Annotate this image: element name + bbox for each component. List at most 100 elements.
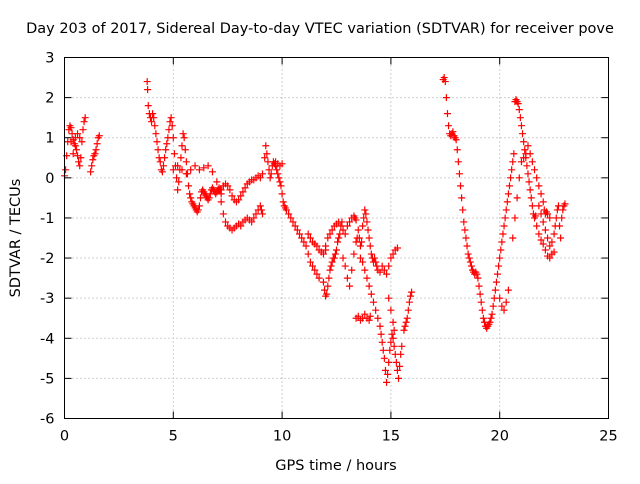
data-point: [185, 182, 193, 190]
data-point: [524, 142, 532, 150]
data-point: [537, 210, 545, 218]
x-tick-label: 0: [60, 429, 69, 445]
data-point: [550, 230, 558, 238]
data-point: [174, 162, 182, 170]
data-point: [508, 166, 516, 174]
data-point: [539, 198, 547, 206]
data-point: [248, 218, 256, 226]
data-point: [77, 154, 85, 162]
data-point: [149, 110, 157, 118]
data-point: [473, 270, 481, 278]
data-point: [477, 298, 485, 306]
data-point: [352, 216, 360, 224]
data-point: [376, 268, 384, 276]
data-point: [300, 238, 308, 246]
data-point: [440, 74, 448, 82]
data-point: [443, 110, 451, 118]
data-point: [333, 246, 340, 254]
data-point: [402, 318, 410, 326]
data-point: [285, 210, 293, 218]
data-point: [194, 206, 202, 214]
data-point: [395, 374, 403, 382]
data-point: [378, 262, 386, 270]
chart-title: Day 203 of 2017, Sidereal Day-to-day VTE…: [26, 21, 614, 37]
data-point: [361, 266, 369, 274]
y-tick-label: 3: [45, 51, 54, 67]
data-point: [389, 250, 397, 258]
y-tick-label: -3: [40, 291, 54, 307]
data-point: [475, 282, 483, 290]
data-point: [526, 186, 534, 194]
data-point: [535, 182, 543, 190]
data-point: [381, 366, 389, 374]
data-point: [527, 194, 535, 202]
data-point: [293, 226, 301, 234]
data-point: [535, 230, 543, 238]
data-point: [75, 158, 83, 166]
data-point: [265, 166, 273, 174]
data-point: [526, 150, 534, 158]
data-point: [328, 226, 336, 234]
data-point: [491, 286, 499, 294]
data-point: [256, 174, 264, 182]
data-point: [259, 170, 267, 178]
data-point: [186, 190, 194, 198]
data-point: [457, 182, 465, 190]
data-point: [304, 230, 312, 238]
data-point: [533, 222, 541, 230]
data-point: [524, 170, 532, 178]
data-point: [515, 106, 523, 114]
data-point: [385, 294, 393, 302]
data-point: [182, 170, 190, 178]
data-point: [326, 266, 334, 274]
data-point: [313, 242, 321, 250]
data-point: [358, 238, 366, 246]
data-point: [453, 146, 461, 154]
data-point: [306, 234, 314, 242]
data-point: [91, 150, 99, 158]
data-point: [458, 194, 466, 202]
data-point: [197, 194, 204, 202]
data-point: [324, 282, 332, 290]
data-point: [504, 190, 512, 198]
data-point: [486, 318, 494, 326]
data-point: [87, 168, 95, 176]
data-point: [387, 338, 395, 346]
data-point: [459, 206, 467, 214]
data-point: [278, 160, 286, 168]
data-point: [364, 226, 372, 234]
data-point: [275, 174, 283, 182]
data-point: [365, 234, 373, 242]
data-point: [503, 198, 511, 206]
y-axis-label: SDTVAR / TECUs: [8, 179, 24, 298]
data-point: [262, 142, 270, 150]
y-tick-label: 1: [45, 131, 54, 147]
data-point: [289, 218, 297, 226]
data-point: [400, 326, 408, 334]
data-points: [61, 74, 569, 386]
data-point: [532, 212, 540, 220]
data-point: [204, 162, 212, 170]
data-point: [187, 194, 195, 202]
data-point: [334, 238, 342, 246]
data-point: [321, 286, 329, 294]
data-point: [372, 306, 380, 314]
data-point: [387, 306, 395, 314]
data-point: [266, 174, 274, 182]
data-point: [235, 196, 243, 204]
data-point: [544, 234, 552, 242]
data-point: [67, 124, 75, 132]
data-point: [217, 198, 225, 206]
data-point: [520, 154, 528, 162]
data-point: [514, 100, 522, 108]
data-point: [367, 250, 375, 258]
data-point: [356, 254, 364, 262]
data-point: [500, 306, 508, 314]
data-point: [509, 234, 517, 242]
data-point: [313, 270, 321, 278]
data-point: [390, 342, 398, 350]
data-point: [319, 278, 327, 286]
data-point: [511, 214, 519, 222]
data-point: [386, 346, 394, 354]
